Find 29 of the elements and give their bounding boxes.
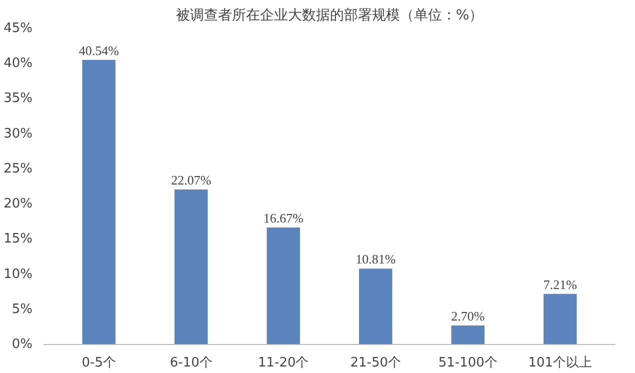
x-tick-label: 11-20个 (258, 356, 309, 370)
data-label: 2.70% (451, 308, 485, 324)
y-tick-label: 45% (4, 21, 33, 36)
y-tick-label: 5% (12, 302, 32, 317)
y-tick-label: 20% (4, 196, 33, 212)
bar (451, 326, 484, 344)
y-tick-label: 25% (4, 161, 33, 176)
data-label: 7.21% (543, 276, 578, 292)
bar (359, 268, 392, 344)
data-label: 22.07% (171, 172, 212, 188)
y-tick-label: 10% (4, 266, 33, 282)
y-tick-label: 35% (4, 91, 33, 106)
x-tick-label: 101个以上 (528, 356, 592, 370)
data-label: 40.54% (78, 42, 120, 58)
bar (544, 294, 577, 344)
x-tick-label: 51-100个 (438, 356, 498, 370)
bar (174, 190, 208, 344)
data-label: 10.81% (356, 252, 396, 267)
x-tick-label: 21-50个 (350, 356, 402, 370)
bar (82, 60, 116, 344)
bar (266, 227, 300, 344)
x-tick-label: 0-5个 (82, 356, 116, 370)
chart-title: 被调查者所在企业大数据的部署规模（单位：%） (176, 8, 484, 24)
y-tick-label: 40% (4, 56, 33, 72)
y-tick-label: 15% (4, 232, 33, 247)
x-tick-label: 6-10个 (170, 356, 212, 370)
data-label: 16.67% (263, 210, 304, 226)
y-tick-label: 0% (12, 337, 32, 352)
y-tick-label: 30% (4, 126, 33, 142)
